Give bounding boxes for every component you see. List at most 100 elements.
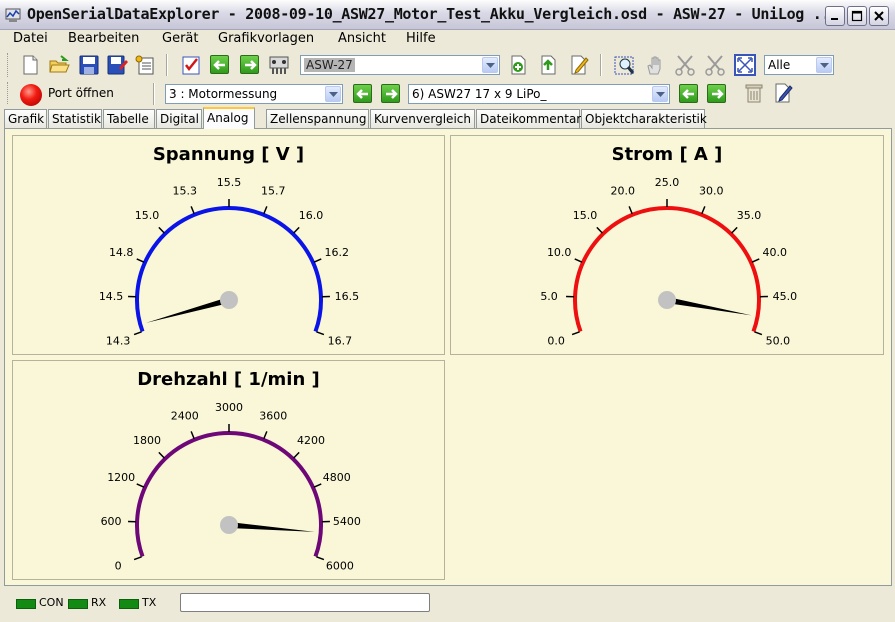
chevron-down-icon [329, 92, 338, 97]
object-combo-dropdown[interactable] [652, 86, 668, 102]
filter-combo-value: Alle [768, 58, 791, 72]
export-icon [541, 55, 556, 75]
tab-kurvenvergleich[interactable]: Kurvenvergleich [370, 109, 475, 128]
tx-label: TX [142, 596, 157, 609]
pan-button[interactable] [644, 54, 666, 76]
next-device-button[interactable] [240, 55, 259, 74]
filter-combo[interactable]: Alle [764, 55, 834, 75]
tab-zellenspannung[interactable]: Zellenspannung [266, 109, 369, 128]
previous-object-button[interactable] [679, 84, 698, 103]
gauge-hub [658, 291, 676, 309]
tab-statistik[interactable]: Statistik [48, 109, 102, 128]
save-as-button[interactable] [106, 54, 128, 76]
record-set-combo-dropdown[interactable] [325, 86, 341, 102]
record-set-combo-value: 3 : Motormessung [169, 87, 278, 101]
gauge-tick-label: 1200 [107, 471, 135, 484]
delete-object-button[interactable] [743, 82, 765, 104]
gauge-tick-label: 1800 [133, 434, 161, 447]
progress-bar [180, 593, 430, 612]
previous-device-button[interactable] [210, 55, 229, 74]
gauge-tick [701, 206, 706, 215]
gauge-tick-label: 600 [101, 515, 122, 528]
filter-combo-dropdown[interactable] [816, 57, 832, 73]
fit-view-button[interactable] [734, 54, 756, 76]
gauge-tick-label: 4200 [297, 434, 325, 447]
cut-right-button[interactable] [704, 54, 726, 76]
save-as-icon [107, 55, 128, 75]
cut-left-button[interactable] [674, 54, 696, 76]
gauge-hub [220, 291, 238, 309]
zoom-button[interactable] [614, 54, 636, 76]
chevron-down-icon [656, 92, 665, 97]
list-settings-icon [135, 55, 154, 75]
gauge-tick-label: 40.0 [763, 246, 788, 259]
menu-geraet[interactable]: Gerät [162, 31, 199, 46]
window-title: OpenSerialDataExplorer - 2008-09-10_ASW2… [27, 5, 839, 23]
close-button[interactable] [869, 6, 889, 26]
gauge-needle [228, 522, 315, 532]
tab-dateikommentar[interactable]: Dateikommentar [476, 109, 581, 128]
gauge-tick-label: 0 [115, 559, 122, 572]
menu-bearbeiten[interactable]: Bearbeiten [68, 31, 140, 46]
tab-tabelle[interactable]: Tabelle [103, 109, 155, 128]
current-gauge: 0.0 5.0 10.0 15.0 20.0 25.0 30.0 35.0 40.0 45.0 50… [450, 135, 884, 355]
gauge-tick-label: 16.0 [299, 209, 324, 222]
tab-digital[interactable]: Digital [156, 109, 202, 128]
add-device-button[interactable] [508, 54, 530, 76]
scissors-icon [705, 55, 725, 76]
toolbar-grip[interactable] [7, 53, 10, 77]
edit-button[interactable] [568, 54, 590, 76]
new-file-button[interactable] [20, 54, 42, 76]
gauge-tick [571, 331, 580, 336]
port-status-icon[interactable] [20, 84, 42, 106]
tab-grafik[interactable]: Grafik [4, 109, 47, 128]
open-file-button[interactable] [48, 54, 70, 76]
chevron-down-icon [486, 63, 495, 68]
gauge-tick-label: 14.3 [106, 334, 131, 347]
trash-icon [745, 84, 763, 103]
minimize-button[interactable] [825, 6, 845, 26]
maximize-button[interactable] [847, 6, 867, 26]
menu-hilfe[interactable]: Hilfe [406, 31, 436, 46]
next-record-button[interactable] [381, 84, 400, 103]
menu-grafikvorlagen[interactable]: Grafikvorlagen [218, 31, 315, 46]
gauge-tick-label: 15.7 [261, 185, 286, 198]
object-combo[interactable]: 6) ASW27 17 x 9 LiPo_ [408, 84, 670, 104]
gauge-tick-label: 35.0 [737, 209, 762, 222]
port-open-label[interactable]: Port öffnen [48, 86, 114, 100]
save-button[interactable] [78, 54, 100, 76]
previous-record-button[interactable] [353, 84, 372, 103]
export-button[interactable] [538, 54, 560, 76]
edit-object-button[interactable] [772, 82, 794, 104]
gauge-scale-arc [573, 206, 761, 333]
next-object-button[interactable] [707, 84, 726, 103]
gauge-tick-label: 14.8 [109, 246, 134, 259]
menu-ansicht[interactable]: Ansicht [338, 31, 387, 46]
device-combo[interactable]: ASW-27 [300, 55, 500, 75]
new-file-icon [23, 55, 38, 75]
rx-led-icon [68, 599, 88, 609]
gauge-tick-label: 3000 [215, 401, 243, 414]
gauge-needle [666, 297, 752, 316]
gauge-tick-label: 14.5 [99, 290, 124, 303]
gauge-tick [190, 206, 195, 215]
app-icon[interactable] [5, 7, 23, 23]
toolbar-grip[interactable] [7, 82, 10, 104]
tx-led-icon [119, 599, 139, 609]
toolbar-separator [153, 83, 155, 105]
main-toolbar: ASW-27 Alle [0, 50, 895, 80]
port-config-button[interactable] [268, 54, 290, 76]
tab-objektcharakteristik[interactable]: Objektcharakteristik [581, 109, 707, 128]
device-combo-dropdown[interactable] [482, 57, 498, 73]
device-select-button[interactable] [180, 54, 202, 76]
menu-datei[interactable]: Datei [13, 31, 48, 46]
gauge-tick-label: 0.0 [547, 334, 565, 347]
close-icon [874, 11, 884, 21]
record-set-combo[interactable]: 3 : Motormessung [165, 84, 343, 104]
gauge-tick-label: 45.0 [773, 290, 798, 303]
gauge-tick [628, 206, 633, 215]
scissors-icon [675, 55, 695, 76]
gauge-tick-label: 50.0 [766, 334, 791, 347]
settings-list-button[interactable] [134, 54, 156, 76]
tab-analog[interactable]: Analog [203, 107, 255, 129]
